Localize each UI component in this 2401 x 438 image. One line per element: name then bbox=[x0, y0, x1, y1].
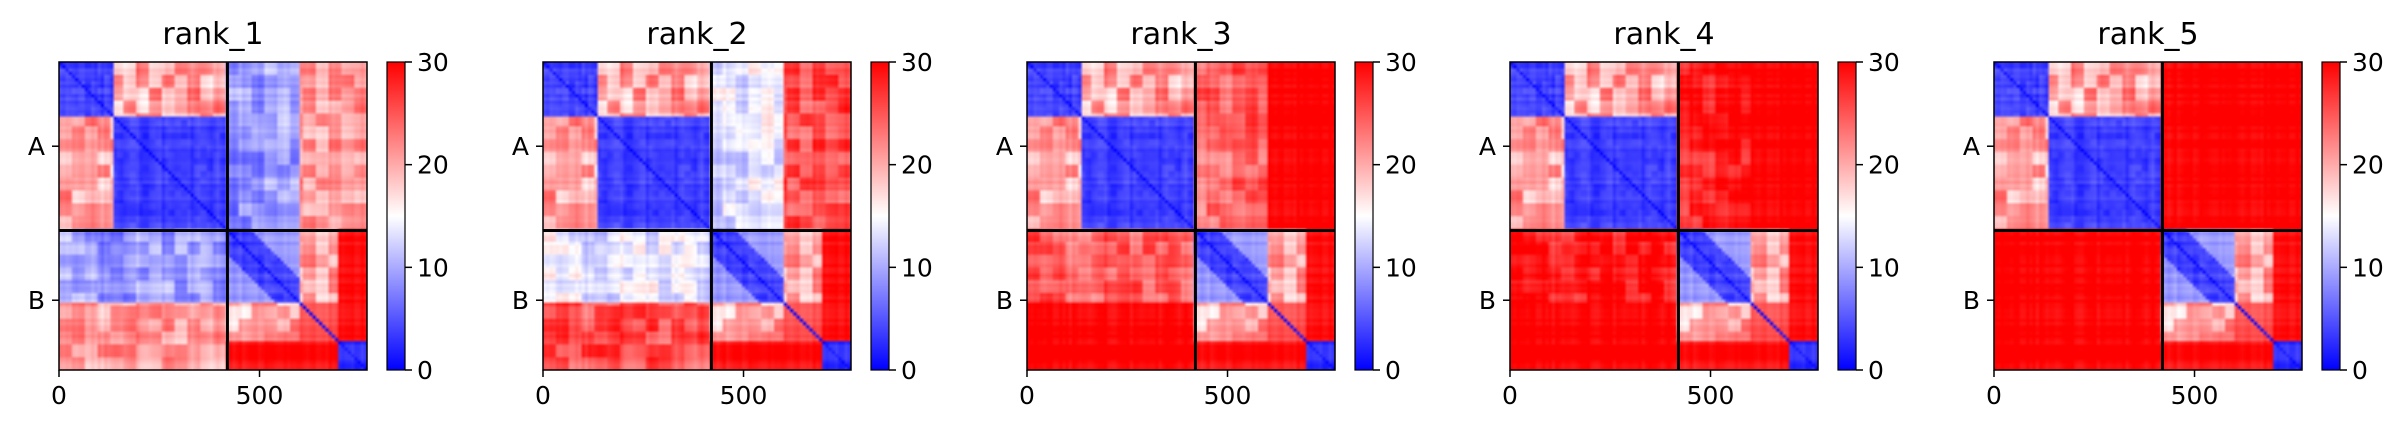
x-tick-label: 500 bbox=[2171, 381, 2219, 410]
colorbar bbox=[386, 61, 406, 371]
colorbar-tick-label: 30 bbox=[2352, 48, 2384, 77]
heatmap-image bbox=[1027, 62, 1335, 370]
panel-title: rank_3 bbox=[1130, 17, 1231, 52]
chain-label: B bbox=[996, 286, 1013, 315]
heatmap-image bbox=[59, 62, 367, 370]
colorbar-tick-label: 20 bbox=[901, 151, 933, 180]
colorbar bbox=[1354, 61, 1374, 371]
chain-label: A bbox=[512, 132, 529, 161]
colorbar-tick-label: 0 bbox=[2352, 356, 2368, 385]
x-tick-label: 500 bbox=[1204, 381, 1252, 410]
axes-frame bbox=[1993, 61, 2303, 371]
colorbar-tick-label: 10 bbox=[2352, 253, 2384, 282]
x-tick-label: 0 bbox=[1986, 381, 2002, 410]
axes-frame bbox=[1509, 61, 1819, 371]
panel-title: rank_5 bbox=[2097, 17, 2198, 52]
colorbar bbox=[870, 61, 890, 371]
colorbar bbox=[1837, 61, 1857, 371]
panel-rank-1: rank_1 0 500 A B 0 10 20 30 bbox=[28, 17, 449, 410]
axes-frame bbox=[1026, 61, 1336, 371]
chain-label: A bbox=[996, 132, 1013, 161]
colorbar-tick-label: 20 bbox=[1385, 151, 1417, 180]
panel-title: rank_1 bbox=[162, 17, 263, 52]
heatmap-image bbox=[1510, 62, 1818, 370]
axes-frame bbox=[58, 61, 368, 371]
colorbar bbox=[2321, 61, 2341, 371]
x-tick-label: 500 bbox=[1687, 381, 1735, 410]
colorbar-tick-label: 20 bbox=[1868, 151, 1900, 180]
chain-label: A bbox=[1479, 132, 1496, 161]
colorbar-tick-label: 0 bbox=[417, 356, 433, 385]
x-tick-label: 0 bbox=[51, 381, 67, 410]
panel-title: rank_4 bbox=[1613, 17, 1714, 52]
panel-rank-4: rank_4 0 500 A B 0 10 20 30 bbox=[1479, 17, 1900, 410]
x-tick-label: 0 bbox=[535, 381, 551, 410]
chain-label: B bbox=[512, 286, 529, 315]
colorbar-tick-label: 20 bbox=[2352, 151, 2384, 180]
colorbar-tick-label: 20 bbox=[417, 151, 449, 180]
colorbar-tick-label: 30 bbox=[1868, 48, 1900, 77]
x-tick-label: 500 bbox=[720, 381, 768, 410]
chain-label: B bbox=[1963, 286, 1980, 315]
chain-label: B bbox=[28, 286, 45, 315]
heatmap-image bbox=[543, 62, 851, 370]
x-tick-label: 0 bbox=[1502, 381, 1518, 410]
chain-label: B bbox=[1479, 286, 1496, 315]
chain-label: A bbox=[1963, 132, 1980, 161]
panel-rank-2: rank_2 0 500 A B 0 10 20 30 bbox=[512, 17, 933, 410]
colorbar-tick-label: 0 bbox=[1868, 356, 1884, 385]
chain-label: A bbox=[28, 132, 45, 161]
heatmap-image bbox=[1994, 62, 2302, 370]
colorbar-tick-label: 30 bbox=[1385, 48, 1417, 77]
colorbar-tick-label: 0 bbox=[901, 356, 917, 385]
colorbar-tick-label: 10 bbox=[901, 253, 933, 282]
colorbar-tick-label: 30 bbox=[417, 48, 449, 77]
colorbar-tick-label: 10 bbox=[1868, 253, 1900, 282]
panel-rank-5: rank_5 0 500 A B 0 10 20 30 bbox=[1963, 17, 2384, 410]
panel-title: rank_2 bbox=[646, 17, 747, 52]
x-tick-label: 0 bbox=[1019, 381, 1035, 410]
colorbar-tick-label: 10 bbox=[417, 253, 449, 282]
x-tick-label: 500 bbox=[236, 381, 284, 410]
colorbar-tick-label: 30 bbox=[901, 48, 933, 77]
panel-rank-3: rank_3 0 500 A B 0 10 20 30 bbox=[996, 17, 1417, 410]
axes-frame bbox=[542, 61, 852, 371]
colorbar-tick-label: 10 bbox=[1385, 253, 1417, 282]
colorbar-tick-label: 0 bbox=[1385, 356, 1401, 385]
